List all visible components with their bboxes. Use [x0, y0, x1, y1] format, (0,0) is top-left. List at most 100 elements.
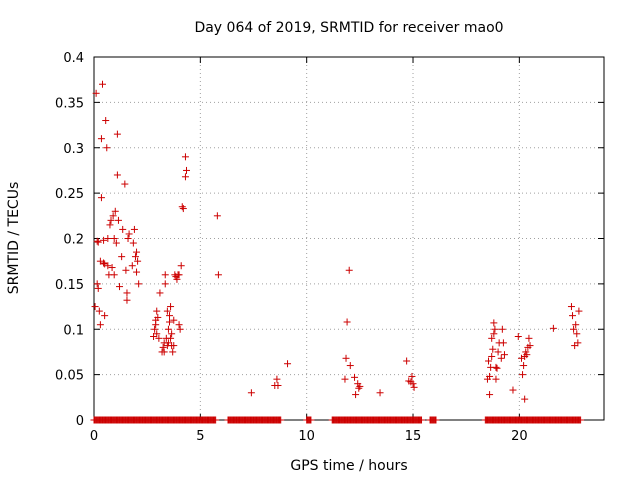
data-point	[526, 342, 534, 350]
data-point	[123, 296, 131, 304]
data-point	[94, 284, 102, 292]
data-point	[273, 375, 281, 383]
data-point	[342, 354, 350, 362]
data-point	[181, 173, 189, 181]
data-point	[163, 307, 171, 315]
data-point	[109, 212, 117, 220]
data-point	[491, 325, 499, 333]
data-point	[170, 342, 178, 350]
data-point	[113, 171, 121, 179]
data-point	[173, 275, 181, 283]
data-point	[92, 89, 100, 97]
data-point	[498, 325, 506, 333]
data-point	[170, 316, 178, 324]
data-point	[159, 343, 167, 351]
data-point	[94, 238, 102, 246]
data-point	[403, 357, 411, 365]
data-point	[214, 271, 222, 279]
y-tick-label: 0.15	[55, 278, 84, 293]
data-point	[101, 312, 109, 320]
data-point	[490, 330, 498, 338]
y-tick-label: 0.2	[63, 233, 84, 248]
data-point	[497, 354, 505, 362]
data-point	[166, 318, 174, 326]
y-axis-label: SRMTID / TECUs	[6, 182, 22, 295]
data-point	[131, 253, 139, 261]
data-point	[408, 372, 416, 380]
y-tick-label: 0	[76, 414, 84, 429]
data-point	[567, 303, 575, 311]
y-tick-label: 0.25	[55, 187, 84, 202]
data-point	[175, 321, 183, 329]
data-point	[129, 239, 137, 247]
data-point	[153, 330, 161, 338]
data-point	[114, 216, 122, 224]
data-point	[573, 330, 581, 338]
data-point	[128, 262, 136, 270]
data-point	[167, 334, 175, 342]
data-point	[341, 375, 349, 383]
chart-title: Day 064 of 2019, SRMTID for receiver mao…	[194, 20, 503, 36]
data-point	[410, 383, 418, 391]
data-point	[352, 391, 360, 399]
data-point	[108, 264, 116, 272]
x-tick-labels: 0 5 10 15 20	[90, 429, 528, 444]
x-tick-label: 20	[511, 429, 528, 444]
data-point	[514, 333, 522, 341]
data-point	[121, 180, 129, 188]
data-point	[107, 216, 115, 224]
data-point	[343, 318, 351, 326]
data-point	[213, 212, 221, 220]
data-point	[492, 363, 500, 371]
data-point	[156, 289, 164, 297]
data-point	[97, 135, 105, 143]
data-point	[488, 352, 496, 360]
data-point	[274, 382, 282, 390]
y-tick-label: 0.4	[63, 51, 84, 66]
data-point	[135, 280, 143, 288]
data-point	[486, 391, 494, 399]
data-point	[175, 271, 183, 279]
data-point	[151, 325, 159, 333]
data-point	[486, 372, 494, 380]
data-point	[247, 389, 255, 397]
data-point	[96, 257, 104, 265]
data-point	[572, 321, 580, 329]
data-point	[345, 266, 353, 274]
data-point	[118, 253, 126, 261]
data-point	[492, 375, 500, 383]
data-point	[521, 395, 529, 403]
data-point	[99, 80, 107, 88]
data-point	[500, 351, 508, 359]
y-tick-label: 0.05	[55, 369, 84, 384]
data-point	[494, 348, 502, 356]
data-point	[101, 260, 109, 268]
data-point	[96, 321, 104, 329]
y-tick-label: 0.3	[63, 142, 84, 157]
data-point	[351, 373, 359, 381]
data-point	[575, 307, 583, 315]
data-point	[520, 362, 528, 370]
data-point	[517, 354, 525, 362]
data-point	[155, 334, 163, 342]
data-point	[178, 203, 186, 211]
data-point	[519, 371, 527, 379]
data-point	[177, 262, 185, 270]
data-point	[103, 144, 111, 152]
x-tick-label: 0	[90, 429, 98, 444]
x-tick-label: 5	[196, 429, 204, 444]
data-point	[485, 357, 493, 365]
data-point	[130, 225, 138, 233]
data-point	[356, 382, 364, 390]
data-point	[161, 271, 169, 279]
data-point	[574, 339, 582, 347]
data-point	[123, 289, 131, 297]
data-point	[154, 313, 162, 321]
data-point	[100, 236, 108, 244]
data-point	[104, 235, 112, 242]
data-point	[112, 239, 120, 247]
data-point	[97, 194, 105, 202]
data-point	[284, 360, 292, 368]
